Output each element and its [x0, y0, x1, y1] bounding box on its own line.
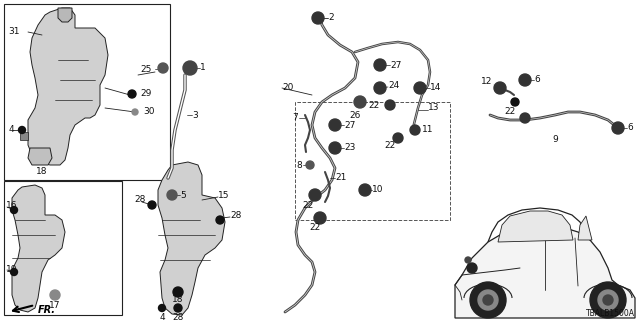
Text: 5: 5 — [180, 191, 186, 201]
Text: 2: 2 — [328, 13, 333, 22]
Circle shape — [410, 125, 420, 135]
Text: 22: 22 — [309, 223, 321, 233]
Text: 14: 14 — [430, 84, 442, 92]
Text: 22: 22 — [369, 100, 380, 109]
Text: 3: 3 — [192, 110, 198, 119]
Circle shape — [306, 161, 314, 169]
Text: 6: 6 — [627, 124, 633, 132]
Circle shape — [483, 295, 493, 305]
Text: 29: 29 — [140, 90, 152, 99]
Text: 30: 30 — [143, 108, 154, 116]
Polygon shape — [578, 216, 592, 240]
Text: FR.: FR. — [38, 305, 56, 315]
Circle shape — [465, 257, 471, 263]
Circle shape — [216, 216, 224, 224]
Circle shape — [359, 184, 371, 196]
Circle shape — [511, 98, 519, 106]
FancyBboxPatch shape — [4, 181, 122, 315]
Text: 28: 28 — [172, 314, 184, 320]
Circle shape — [148, 201, 156, 209]
Text: 7: 7 — [292, 114, 298, 123]
Circle shape — [385, 100, 395, 110]
Text: 10: 10 — [372, 186, 383, 195]
Circle shape — [173, 287, 183, 297]
Text: 17: 17 — [49, 300, 61, 309]
Circle shape — [374, 59, 386, 71]
Circle shape — [603, 295, 613, 305]
Circle shape — [309, 189, 321, 201]
Circle shape — [478, 290, 498, 310]
Text: 27: 27 — [390, 60, 401, 69]
Text: 11: 11 — [422, 125, 433, 134]
Text: 25: 25 — [141, 66, 152, 75]
Circle shape — [50, 290, 60, 300]
Circle shape — [19, 126, 26, 133]
Circle shape — [393, 133, 403, 143]
Text: 19: 19 — [6, 266, 17, 275]
Circle shape — [183, 61, 197, 75]
Circle shape — [467, 263, 477, 273]
Text: 4: 4 — [9, 125, 15, 134]
Circle shape — [612, 122, 624, 134]
Text: 12: 12 — [481, 77, 492, 86]
Text: 28: 28 — [230, 211, 241, 220]
Polygon shape — [58, 8, 72, 22]
Circle shape — [414, 82, 426, 94]
Circle shape — [494, 82, 506, 94]
Circle shape — [10, 206, 17, 213]
Text: 24: 24 — [388, 81, 399, 90]
Circle shape — [314, 212, 326, 224]
Text: 23: 23 — [344, 143, 355, 153]
Text: 9: 9 — [552, 135, 558, 145]
Text: 20: 20 — [282, 84, 293, 92]
FancyBboxPatch shape — [4, 4, 170, 180]
Polygon shape — [498, 211, 573, 242]
Text: 22: 22 — [302, 201, 314, 210]
Circle shape — [159, 305, 166, 311]
Circle shape — [10, 268, 17, 276]
Text: 27: 27 — [344, 121, 355, 130]
Circle shape — [167, 190, 177, 200]
Text: 16: 16 — [6, 201, 17, 210]
Text: 31: 31 — [8, 28, 19, 36]
Circle shape — [132, 109, 138, 115]
Circle shape — [128, 90, 136, 98]
Text: 28: 28 — [134, 196, 146, 204]
Text: 1: 1 — [200, 63, 205, 73]
Polygon shape — [20, 132, 28, 140]
Circle shape — [329, 119, 341, 131]
Text: 8: 8 — [296, 161, 302, 170]
Circle shape — [329, 142, 341, 154]
Polygon shape — [158, 162, 225, 315]
Circle shape — [374, 82, 386, 94]
Circle shape — [312, 12, 324, 24]
Circle shape — [174, 304, 182, 312]
Text: 13: 13 — [428, 103, 440, 113]
Circle shape — [520, 113, 530, 123]
Circle shape — [598, 290, 618, 310]
Text: 18: 18 — [172, 295, 184, 305]
Polygon shape — [28, 148, 52, 165]
Text: 21: 21 — [335, 173, 346, 182]
Text: 22: 22 — [385, 140, 396, 149]
Text: 26: 26 — [349, 110, 361, 119]
Polygon shape — [12, 185, 65, 312]
Text: 4: 4 — [159, 314, 165, 320]
Circle shape — [158, 63, 168, 73]
Text: 22: 22 — [504, 108, 516, 116]
Circle shape — [590, 282, 626, 318]
Polygon shape — [28, 8, 108, 165]
Circle shape — [519, 74, 531, 86]
Text: 18: 18 — [36, 166, 48, 175]
Text: 6: 6 — [534, 76, 540, 84]
Circle shape — [470, 282, 506, 318]
Circle shape — [354, 96, 366, 108]
Polygon shape — [455, 226, 635, 318]
Text: TBALB1500A: TBALB1500A — [586, 309, 635, 318]
Text: 15: 15 — [218, 190, 230, 199]
